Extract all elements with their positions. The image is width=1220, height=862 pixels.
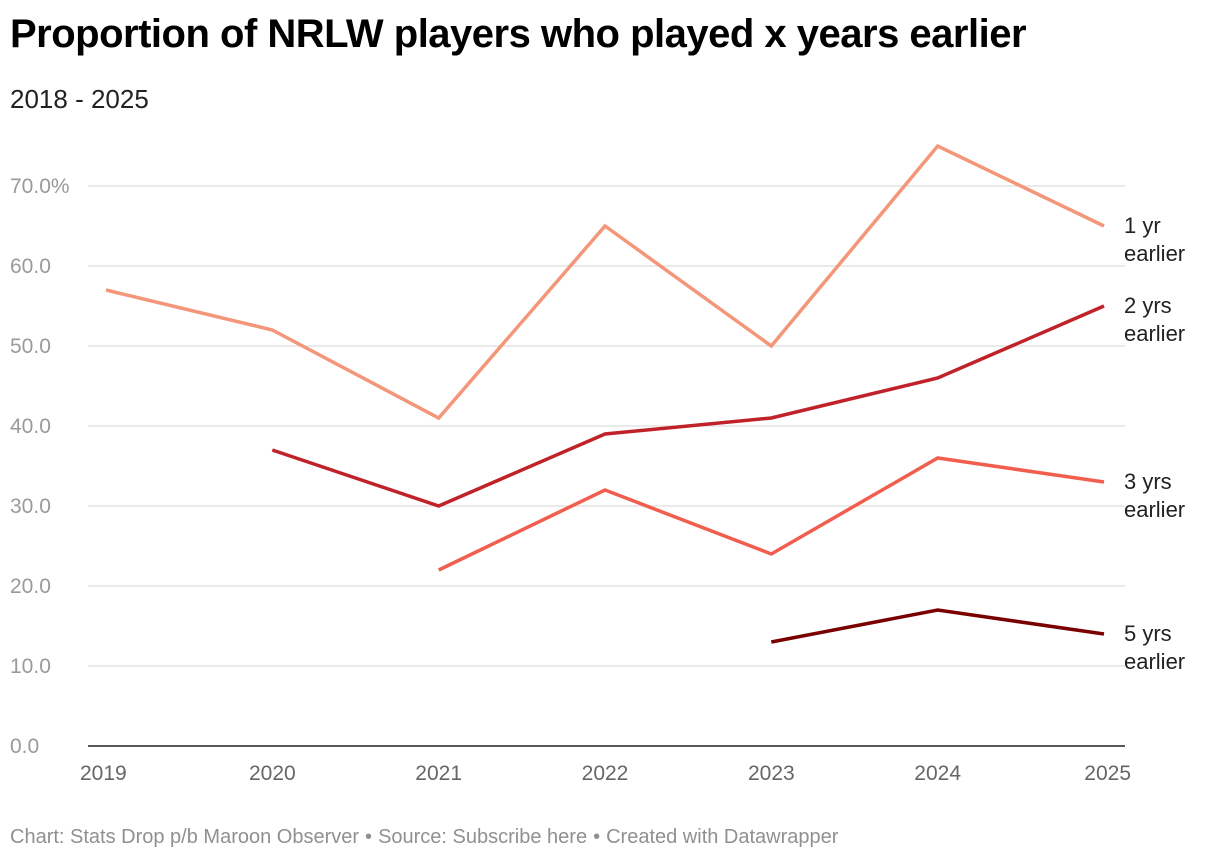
y-tick-label: 70.0% [10, 175, 70, 198]
chart-footer: Chart: Stats Drop p/b Maroon Observer • So… [10, 826, 838, 849]
series-line [770, 608, 1105, 644]
chart-credit: Chart: Stats Drop p/b Maroon Observer [10, 826, 360, 848]
series-end-label-line: 2 yrs [1124, 293, 1172, 318]
series-end-label-line: 1 yr [1124, 213, 1161, 238]
y-tick-label: 60.0 [10, 255, 51, 278]
y-tick-label: 10.0 [10, 655, 51, 678]
created-with: Created with Datawrapper [606, 826, 839, 848]
series-end-label: 2 yrs earlier [1124, 293, 1185, 346]
grid-lines [88, 185, 1125, 747]
series-end-label: 3 yrs earlier [1124, 469, 1185, 522]
series-end-label-line: 5 yrs [1124, 621, 1172, 646]
series-end-label-line: earlier [1124, 321, 1185, 346]
series-end-label-line: 3 yrs [1124, 469, 1172, 494]
series-line [437, 456, 1105, 572]
y-axis-ticks: 0.0 10.0 20.0 30.0 40.0 50.0 60.0 70.0% [10, 175, 70, 758]
y-tick-label: 40.0 [10, 415, 51, 438]
x-tick-label: 2019 [80, 762, 127, 785]
series-end-label: 1 yr earlier [1124, 213, 1185, 266]
series-line [105, 143, 1105, 421]
series-line [271, 304, 1105, 508]
series-end-label-line: earlier [1124, 649, 1185, 674]
x-tick-label: 2024 [914, 762, 961, 785]
series-end-label-line: earlier [1124, 241, 1185, 266]
chart-title: Proportion of NRLW players who played x … [10, 12, 1027, 56]
y-tick-label: 30.0 [10, 495, 51, 518]
series-lines [105, 143, 1105, 644]
x-axis-ticks: 2019 2020 2021 2022 2023 2024 2025 [80, 762, 1131, 785]
y-tick-label: 50.0 [10, 335, 51, 358]
chart-subtitle: 2018 - 2025 [10, 84, 149, 114]
footer-separator: • [593, 826, 601, 848]
x-tick-label: 2021 [415, 762, 462, 785]
source-link[interactable]: Subscribe here [452, 826, 588, 848]
x-tick-label: 2022 [582, 762, 629, 785]
footer-separator: • [365, 826, 373, 848]
y-tick-label: 20.0 [10, 575, 51, 598]
x-tick-label: 2020 [249, 762, 296, 785]
series-end-label-line: earlier [1124, 497, 1185, 522]
series-end-label: 5 yrs earlier [1124, 621, 1185, 674]
source-label: Source: [378, 826, 453, 848]
y-tick-label: 0.0 [10, 735, 39, 758]
x-tick-label: 2025 [1084, 762, 1131, 785]
x-tick-label: 2023 [748, 762, 795, 785]
